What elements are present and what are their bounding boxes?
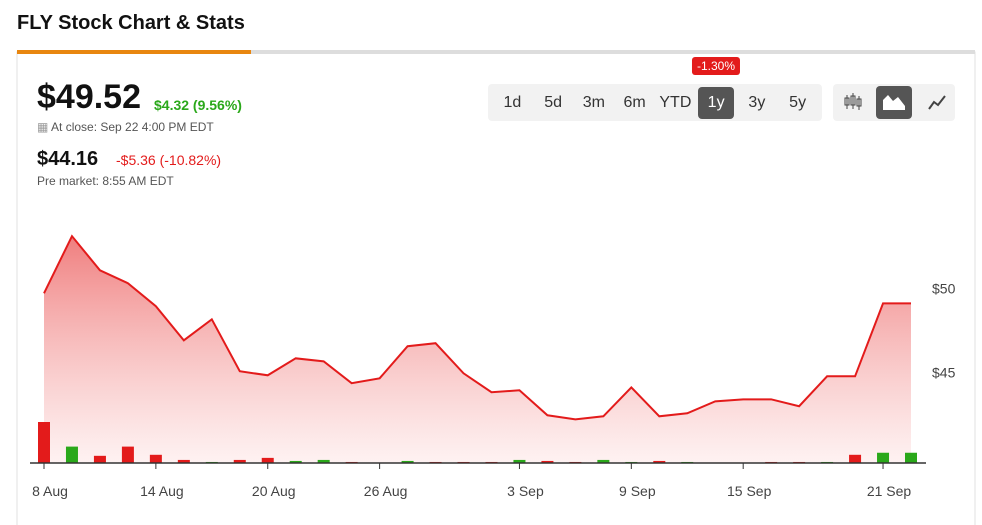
y-tick-label: $45 — [932, 364, 956, 380]
price-line — [43, 234, 911, 421]
range-button[interactable]: 5d — [544, 93, 563, 111]
volume-bar — [289, 460, 302, 463]
pre-note: Pre market: 8:55 AM EDT — [37, 174, 174, 188]
range-button[interactable]: 1d — [503, 93, 522, 111]
volume-bar — [93, 455, 106, 463]
range-button[interactable]: YTD — [659, 93, 692, 111]
title: FLY Stock Chart & Stats — [17, 12, 245, 34]
line-button[interactable] — [928, 95, 946, 110]
x-tick-label: 15 Sep — [727, 483, 772, 499]
volume-bar — [905, 452, 917, 463]
change: $4.32 (9.56%) — [154, 97, 242, 113]
x-tick-label: 3 Sep — [507, 483, 544, 499]
volume-bar — [513, 459, 526, 463]
chart-type-selector — [833, 84, 955, 121]
volume-bar — [233, 459, 246, 463]
volume-bar — [877, 452, 890, 463]
close-note: ▦ At close: Sep 22 4:00 PM EDT — [37, 120, 214, 134]
volume-bar — [597, 459, 610, 463]
range-button[interactable]: 6m — [623, 93, 646, 111]
volume-bar — [849, 454, 862, 463]
pre-change: -$5.36 (-10.82%) — [116, 152, 222, 168]
x-tick-label: 20 Aug — [252, 483, 296, 499]
range-button[interactable]: 3m — [582, 93, 605, 111]
range-selector: 1d 5d 3m 6m YTD 1y 3y 5y — [488, 84, 822, 121]
volume-bar — [401, 460, 414, 463]
tab-track — [17, 50, 975, 54]
volume-bar — [149, 454, 162, 463]
volume-bar — [541, 460, 554, 463]
x-tick-label: 8 Aug — [32, 483, 68, 499]
pre-price: $44.16 — [37, 148, 99, 170]
volume-bar — [317, 459, 330, 463]
volume-bar — [177, 459, 190, 463]
price-area — [44, 236, 911, 463]
price: $49.52 — [37, 78, 141, 116]
x-tick-label: 26 Aug — [364, 483, 408, 499]
close-note-text: At close: Sep 22 4:00 PM EDT — [51, 120, 214, 134]
volume-bar — [261, 457, 274, 463]
volume-bar — [653, 460, 666, 463]
range-button[interactable]: 3y — [748, 93, 766, 111]
range-button[interactable]: 5y — [789, 93, 807, 111]
volume-bar — [121, 446, 134, 463]
x-tick-label: 21 Sep — [867, 483, 912, 499]
tab-active — [17, 50, 251, 54]
x-tick-label: 14 Aug — [140, 483, 184, 499]
volume-bar — [65, 446, 78, 463]
area-icon — [883, 95, 905, 110]
chart-type-icons — [844, 86, 946, 119]
range-badge: -1.30% — [691, 57, 741, 75]
x-tick-label: 9 Sep — [619, 483, 656, 499]
range-button[interactable]: 1y — [698, 86, 735, 119]
volume-bar — [38, 422, 50, 463]
candle-button[interactable] — [844, 93, 862, 110]
y-tick-label: $50 — [932, 280, 956, 296]
